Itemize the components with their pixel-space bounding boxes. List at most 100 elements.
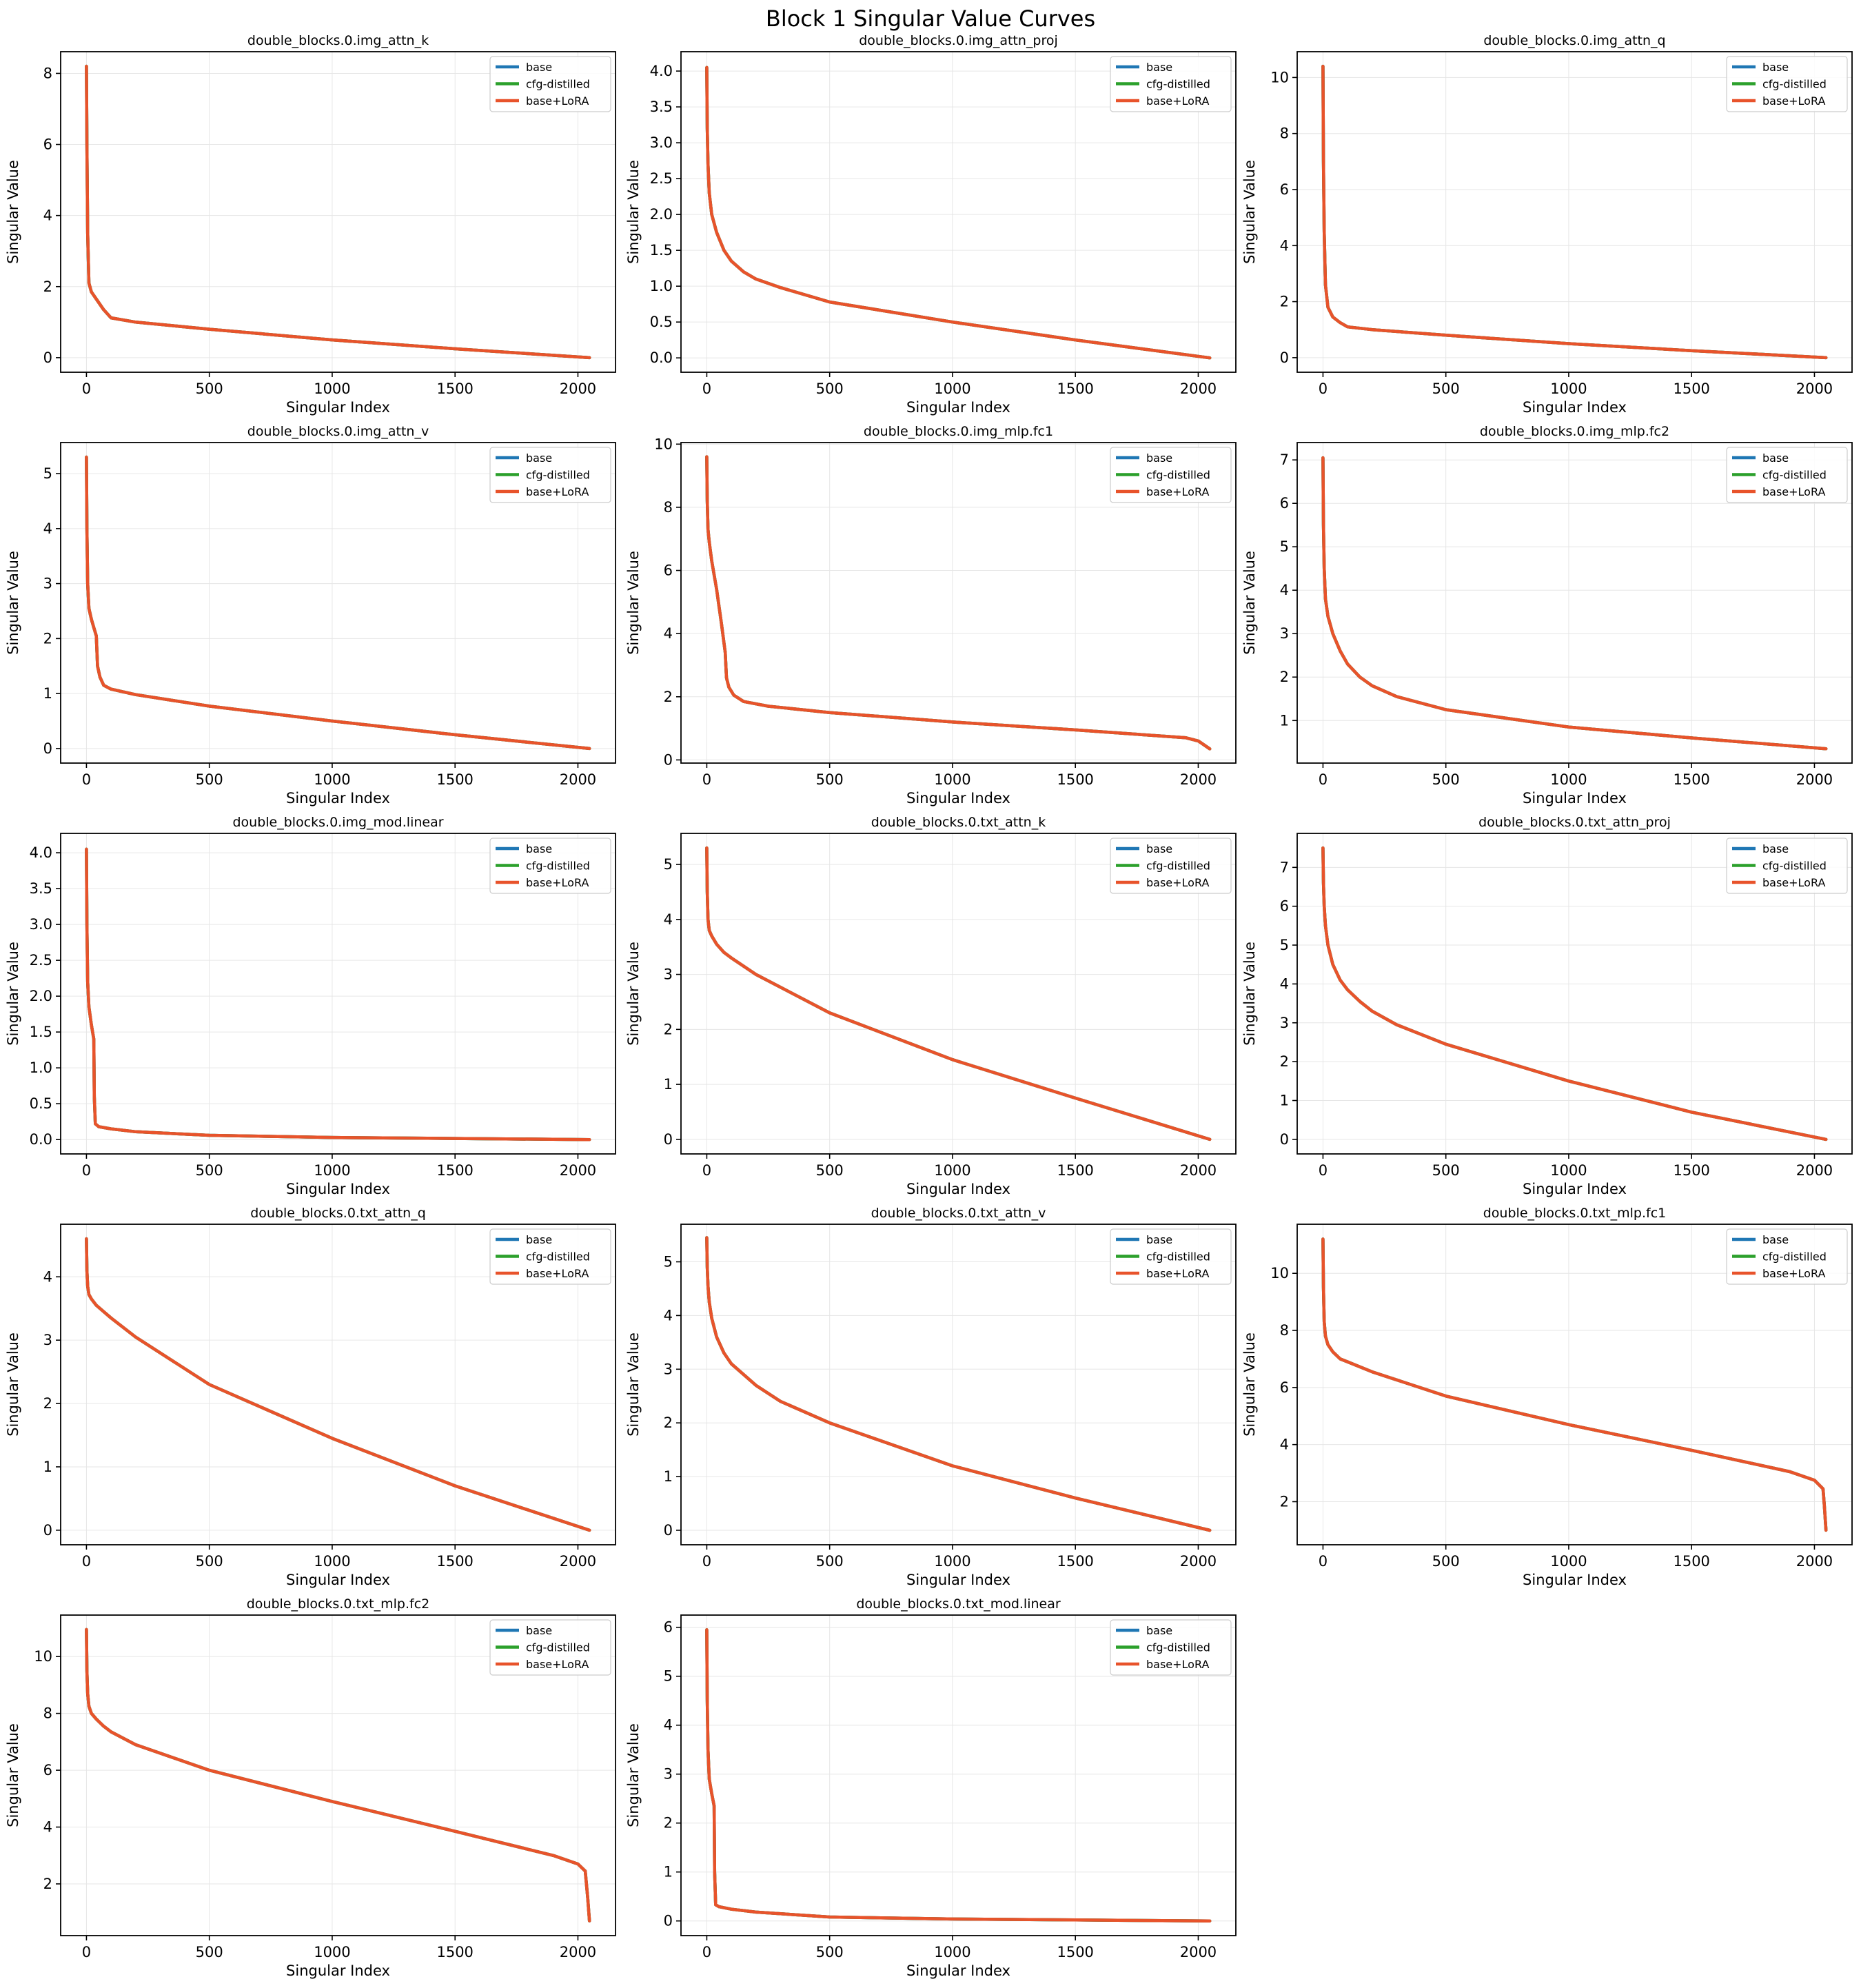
x-tick-label: 0 bbox=[1319, 1553, 1328, 1570]
y-tick-label: 2 bbox=[43, 630, 52, 647]
series-line-base+LoRA bbox=[1321, 64, 1828, 360]
y-tick-label: 8 bbox=[1280, 125, 1289, 142]
series-line-base+LoRA bbox=[705, 455, 1212, 751]
y-tick-label: 0.5 bbox=[650, 314, 673, 330]
subplot-title: double_blocks.0.txt_mlp.fc2 bbox=[247, 1596, 430, 1612]
y-tick-label: 4 bbox=[43, 207, 52, 224]
x-tick-label: 0 bbox=[1319, 381, 1328, 397]
y-tick-label: 3 bbox=[664, 966, 673, 983]
legend: base cfg-distilled base+LoRA bbox=[1110, 1228, 1232, 1285]
y-tick-label: 4 bbox=[1280, 975, 1289, 992]
x-tick-label: 1500 bbox=[1673, 771, 1709, 788]
y-axis-label: Singular Value bbox=[1241, 1332, 1258, 1437]
y-tick-label: 2.0 bbox=[650, 206, 673, 223]
legend-label: base+LoRA bbox=[1762, 876, 1825, 889]
series-line-base+LoRA bbox=[85, 64, 591, 360]
series-line-base+LoRA bbox=[85, 455, 591, 751]
y-tick-label: 7 bbox=[1280, 859, 1289, 875]
y-tick-label: 2 bbox=[664, 1414, 673, 1431]
legend-label: cfg-distilled bbox=[1762, 860, 1827, 873]
subplot: 0 500 1000 1500 2000 2 4 6 8 10 double_blocks.0.tx… bbox=[1241, 1206, 1853, 1588]
y-tick-label: 4.0 bbox=[30, 844, 52, 861]
legend: base cfg-distilled base+LoRA bbox=[1110, 56, 1232, 112]
x-tick-label: 1000 bbox=[314, 1162, 350, 1179]
y-tick-label: 2 bbox=[664, 1815, 673, 1832]
series-line-base+LoRA bbox=[85, 1237, 591, 1532]
x-axis-label: Singular Index bbox=[1523, 790, 1627, 807]
y-tick-label: 1 bbox=[664, 1076, 673, 1093]
series-line-base+LoRA bbox=[705, 65, 1212, 360]
legend-label: base+LoRA bbox=[526, 1267, 589, 1280]
y-tick-label: 0 bbox=[1280, 1131, 1289, 1148]
series-line-base+LoRA bbox=[705, 1236, 1212, 1532]
y-tick-label: 1 bbox=[1280, 1093, 1289, 1109]
y-tick-label: 1.0 bbox=[650, 278, 673, 294]
x-tick-label: 0 bbox=[1319, 771, 1328, 788]
subplot-title: double_blocks.0.img_mod.linear bbox=[232, 815, 443, 830]
y-tick-label: 2 bbox=[1280, 1493, 1289, 1510]
x-tick-label: 1500 bbox=[436, 1944, 473, 1960]
x-tick-label: 1500 bbox=[1673, 1162, 1709, 1179]
legend-label: cfg-distilled bbox=[1762, 469, 1827, 482]
x-tick-label: 500 bbox=[196, 1162, 223, 1179]
x-tick-label: 1000 bbox=[314, 381, 350, 397]
subplot: 0 500 1000 1500 2000 0 1 2 3 4 5 double_blocks.0.im… bbox=[5, 424, 616, 807]
legend-frame bbox=[1726, 838, 1848, 894]
y-tick-label: 5 bbox=[664, 1254, 673, 1270]
legend-label: cfg-distilled bbox=[526, 860, 590, 873]
axes-frame bbox=[1296, 833, 1853, 1155]
y-tick-label: 3 bbox=[43, 576, 52, 592]
y-axis-label: Singular Value bbox=[5, 942, 21, 1046]
y-tick-label: 1.0 bbox=[30, 1059, 52, 1076]
y-tick-label: 5 bbox=[664, 1668, 673, 1685]
y-tick-label: 0 bbox=[664, 751, 673, 768]
x-tick-label: 1500 bbox=[1673, 381, 1709, 397]
x-tick-label: 0 bbox=[702, 1162, 711, 1179]
y-tick-label: 6 bbox=[664, 1619, 673, 1636]
legend-label: base+LoRA bbox=[1762, 94, 1825, 108]
x-axis-label: Singular Index bbox=[1523, 1181, 1627, 1197]
legend-frame bbox=[1110, 1228, 1232, 1285]
y-tick-label: 4 bbox=[1280, 1437, 1289, 1453]
legend-frame bbox=[1110, 447, 1232, 503]
y-tick-label: 2 bbox=[1280, 669, 1289, 685]
y-tick-label: 2 bbox=[43, 1876, 52, 1892]
y-tick-label: 3 bbox=[1280, 1015, 1289, 1031]
subplot: 0 500 1000 1500 2000 1 2 3 4 5 6 7 double_blocks.0.i… bbox=[1241, 424, 1853, 807]
legend-frame bbox=[1726, 1228, 1848, 1285]
y-axis-label: Singular Value bbox=[5, 1723, 21, 1827]
x-tick-label: 500 bbox=[816, 771, 844, 788]
y-tick-label: 3 bbox=[664, 1361, 673, 1377]
y-tick-label: 4.0 bbox=[650, 63, 673, 79]
x-tick-label: 0 bbox=[82, 771, 91, 788]
x-tick-label: 2000 bbox=[1796, 771, 1833, 788]
x-tick-label: 1500 bbox=[436, 1553, 473, 1570]
x-tick-label: 500 bbox=[816, 1944, 844, 1960]
legend-frame bbox=[489, 1619, 611, 1676]
legend-label: base bbox=[526, 1624, 552, 1637]
x-tick-label: 500 bbox=[1432, 1162, 1460, 1179]
y-axis-label: Singular Value bbox=[5, 160, 21, 264]
legend-frame bbox=[1726, 447, 1848, 503]
y-tick-label: 0 bbox=[664, 1131, 673, 1148]
axes-frame bbox=[1296, 51, 1853, 373]
x-tick-label: 1500 bbox=[1057, 1162, 1093, 1179]
y-tick-label: 0 bbox=[43, 349, 52, 366]
legend: base cfg-distilled base+LoRA bbox=[489, 447, 611, 503]
x-tick-label: 500 bbox=[816, 381, 844, 397]
y-tick-label: 6 bbox=[1280, 898, 1289, 915]
y-tick-label: 4 bbox=[664, 625, 673, 642]
y-tick-label: 2.0 bbox=[30, 988, 52, 1004]
axes-frame bbox=[680, 833, 1237, 1155]
y-tick-label: 3.0 bbox=[650, 134, 673, 151]
y-tick-label: 0 bbox=[43, 1522, 52, 1539]
y-tick-label: 4 bbox=[664, 911, 673, 928]
legend-frame bbox=[1110, 1619, 1232, 1676]
x-axis-label: Singular Index bbox=[286, 1962, 390, 1979]
x-tick-label: 0 bbox=[702, 771, 711, 788]
legend-label: base bbox=[1146, 1233, 1172, 1246]
axes-frame bbox=[680, 51, 1237, 373]
y-tick-label: 10 bbox=[34, 1648, 52, 1665]
legend: base cfg-distilled base+LoRA bbox=[1110, 447, 1232, 503]
